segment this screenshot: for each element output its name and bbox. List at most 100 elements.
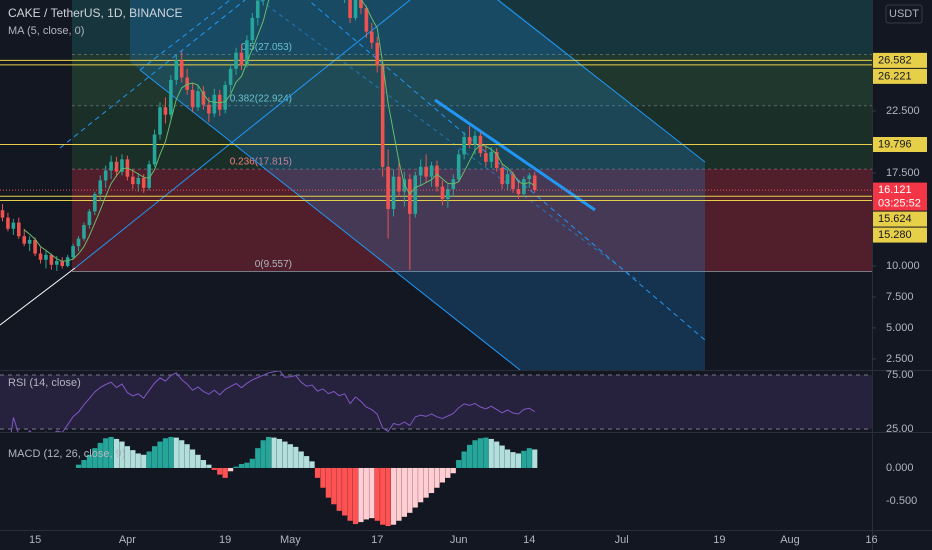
candle-body bbox=[82, 225, 86, 239]
axes: 2.5005.0007.50010.00017.50022.50025.0002… bbox=[29, 52, 927, 546]
channel-fill bbox=[130, 0, 705, 370]
macd-bar bbox=[276, 438, 283, 468]
candle-body bbox=[93, 194, 97, 212]
macd-bar bbox=[233, 466, 239, 468]
candle-body bbox=[228, 68, 233, 85]
macd-bar bbox=[206, 464, 212, 468]
macd-bar bbox=[119, 441, 125, 468]
candle-body bbox=[6, 217, 10, 229]
candle-body bbox=[429, 165, 434, 177]
macd-bar bbox=[390, 467, 397, 525]
candle-body bbox=[250, 17, 255, 41]
channel-mid bbox=[59, 0, 246, 149]
ma-line bbox=[23, 0, 535, 262]
macd-bar bbox=[401, 467, 407, 517]
macd-bar bbox=[130, 450, 136, 468]
macd-bar bbox=[439, 467, 446, 483]
x-tick-label: Jun bbox=[450, 534, 468, 546]
candle-body bbox=[163, 107, 168, 115]
macd-bar bbox=[86, 454, 92, 468]
candle-body bbox=[348, 0, 352, 18]
macd-bar bbox=[494, 441, 500, 468]
macd-bar bbox=[195, 454, 201, 468]
y-tick-label: 7.500 bbox=[886, 291, 914, 303]
x-tick-label: Jul bbox=[615, 534, 629, 546]
pane-separator bbox=[0, 432, 932, 433]
currency-box[interactable] bbox=[885, 4, 923, 24]
macd-bar bbox=[499, 445, 505, 468]
y-tick-label: 2.500 bbox=[886, 353, 914, 365]
macd-bar bbox=[532, 449, 538, 468]
candle-body bbox=[33, 239, 37, 254]
candle-body bbox=[462, 137, 466, 155]
candle-body bbox=[212, 94, 217, 114]
y-tick-label: 17.500 bbox=[886, 167, 920, 179]
channel-mid bbox=[259, 0, 641, 283]
macd-bar bbox=[255, 448, 261, 468]
candle-body bbox=[109, 161, 113, 171]
candle-body bbox=[169, 79, 173, 115]
macd-bar bbox=[92, 448, 98, 468]
channel-line bbox=[74, 0, 411, 269]
candle-body bbox=[353, 0, 358, 18]
candle-body bbox=[239, 52, 244, 66]
x-tick-label: 17 bbox=[371, 534, 383, 546]
fib-label: 0(9.557) bbox=[255, 259, 292, 270]
macd-bar bbox=[249, 458, 255, 468]
candle-body bbox=[136, 177, 141, 185]
macd-bar bbox=[184, 444, 190, 468]
candle-body bbox=[473, 135, 477, 145]
candle-body bbox=[38, 253, 43, 260]
macd-bar bbox=[162, 438, 169, 468]
macd-bar bbox=[244, 462, 250, 468]
price-axis-border bbox=[872, 0, 873, 550]
candle-body bbox=[16, 222, 21, 237]
candle-body bbox=[500, 168, 504, 185]
macd-bar bbox=[461, 451, 467, 468]
macd-bar bbox=[222, 467, 228, 478]
candle-body bbox=[190, 89, 195, 108]
candle-body bbox=[440, 186, 445, 200]
candle-body bbox=[22, 236, 27, 244]
candle-body bbox=[223, 84, 227, 110]
macd-bar bbox=[450, 467, 456, 474]
rsi-pane bbox=[0, 371, 872, 432]
macd-bar bbox=[515, 453, 522, 468]
candle-body bbox=[511, 174, 515, 190]
candle-body bbox=[375, 42, 380, 66]
price-tag-label: 16.121 bbox=[878, 184, 912, 196]
macd-bar bbox=[108, 436, 114, 468]
candle-body bbox=[44, 254, 48, 260]
macd-bar bbox=[173, 437, 179, 468]
fib-zone bbox=[72, 169, 872, 272]
currency[interactable]: USDT bbox=[889, 8, 919, 20]
macd-bar bbox=[146, 451, 152, 468]
candle-body bbox=[522, 179, 526, 195]
macd-pane bbox=[75, 436, 538, 527]
macd-bar bbox=[472, 440, 478, 468]
candle-body bbox=[207, 104, 211, 114]
fib-zone bbox=[72, 105, 872, 170]
macd-bar bbox=[287, 444, 293, 468]
candle-body bbox=[71, 246, 75, 258]
price-tag-label: 26.582 bbox=[878, 54, 912, 66]
pane-separator bbox=[0, 370, 932, 371]
macd-bar bbox=[227, 467, 234, 472]
macd-bar bbox=[325, 467, 331, 498]
macd-bar bbox=[151, 446, 158, 468]
ma-label: MA (5, close, 0) bbox=[8, 25, 84, 37]
candle-body bbox=[0, 210, 5, 218]
candle-body bbox=[131, 176, 135, 185]
macd-bar bbox=[200, 460, 207, 468]
candle-body bbox=[234, 52, 238, 69]
x-tick-label: May bbox=[280, 534, 301, 546]
channel-line bbox=[497, 0, 706, 163]
candle-body bbox=[484, 153, 488, 162]
candle-body bbox=[65, 257, 70, 266]
candle-body bbox=[103, 170, 108, 181]
macd-bar bbox=[309, 461, 315, 468]
macd-bar bbox=[293, 446, 299, 468]
candle-body bbox=[185, 77, 189, 90]
candle-body bbox=[141, 177, 146, 188]
candle-body bbox=[60, 261, 65, 266]
